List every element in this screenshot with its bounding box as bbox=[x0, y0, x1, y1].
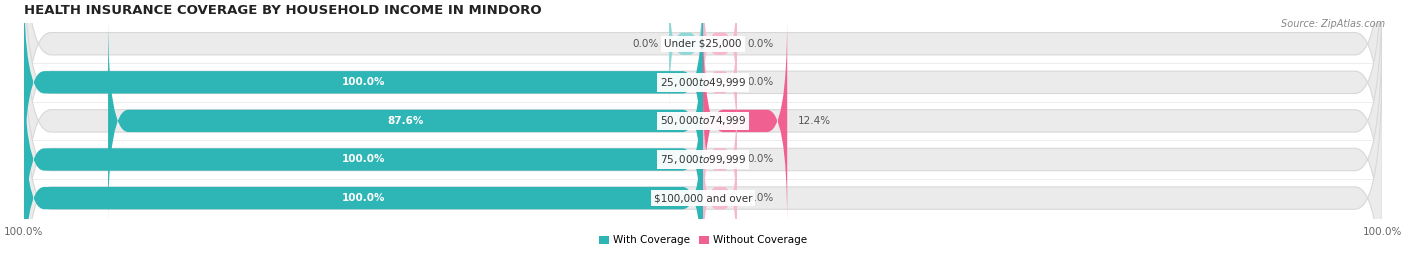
FancyBboxPatch shape bbox=[108, 16, 703, 225]
Text: 100.0%: 100.0% bbox=[342, 77, 385, 87]
Text: 0.0%: 0.0% bbox=[747, 193, 773, 203]
Text: $75,000 to $99,999: $75,000 to $99,999 bbox=[659, 153, 747, 166]
Text: 12.4%: 12.4% bbox=[797, 116, 831, 126]
FancyBboxPatch shape bbox=[24, 0, 1382, 225]
FancyBboxPatch shape bbox=[24, 0, 1382, 264]
FancyBboxPatch shape bbox=[703, 94, 737, 225]
FancyBboxPatch shape bbox=[24, 55, 703, 264]
Text: $50,000 to $74,999: $50,000 to $74,999 bbox=[659, 114, 747, 128]
Text: 0.0%: 0.0% bbox=[747, 154, 773, 165]
FancyBboxPatch shape bbox=[24, 16, 1382, 269]
Text: 0.0%: 0.0% bbox=[747, 77, 773, 87]
Text: 87.6%: 87.6% bbox=[387, 116, 423, 126]
FancyBboxPatch shape bbox=[703, 132, 737, 264]
FancyBboxPatch shape bbox=[703, 0, 737, 110]
FancyBboxPatch shape bbox=[669, 0, 703, 110]
Text: $100,000 and over: $100,000 and over bbox=[654, 193, 752, 203]
Text: Source: ZipAtlas.com: Source: ZipAtlas.com bbox=[1281, 19, 1385, 29]
Text: $25,000 to $49,999: $25,000 to $49,999 bbox=[659, 76, 747, 89]
Legend: With Coverage, Without Coverage: With Coverage, Without Coverage bbox=[595, 231, 811, 250]
FancyBboxPatch shape bbox=[24, 0, 1382, 187]
Text: 0.0%: 0.0% bbox=[747, 39, 773, 49]
FancyBboxPatch shape bbox=[24, 94, 703, 269]
FancyBboxPatch shape bbox=[703, 16, 737, 148]
Text: 100.0%: 100.0% bbox=[342, 154, 385, 165]
Text: 100.0%: 100.0% bbox=[342, 193, 385, 203]
Text: 0.0%: 0.0% bbox=[633, 39, 659, 49]
Text: HEALTH INSURANCE COVERAGE BY HOUSEHOLD INCOME IN MINDORO: HEALTH INSURANCE COVERAGE BY HOUSEHOLD I… bbox=[24, 4, 541, 17]
FancyBboxPatch shape bbox=[24, 0, 703, 187]
FancyBboxPatch shape bbox=[24, 55, 1382, 269]
FancyBboxPatch shape bbox=[703, 16, 787, 225]
Text: Under $25,000: Under $25,000 bbox=[664, 39, 742, 49]
